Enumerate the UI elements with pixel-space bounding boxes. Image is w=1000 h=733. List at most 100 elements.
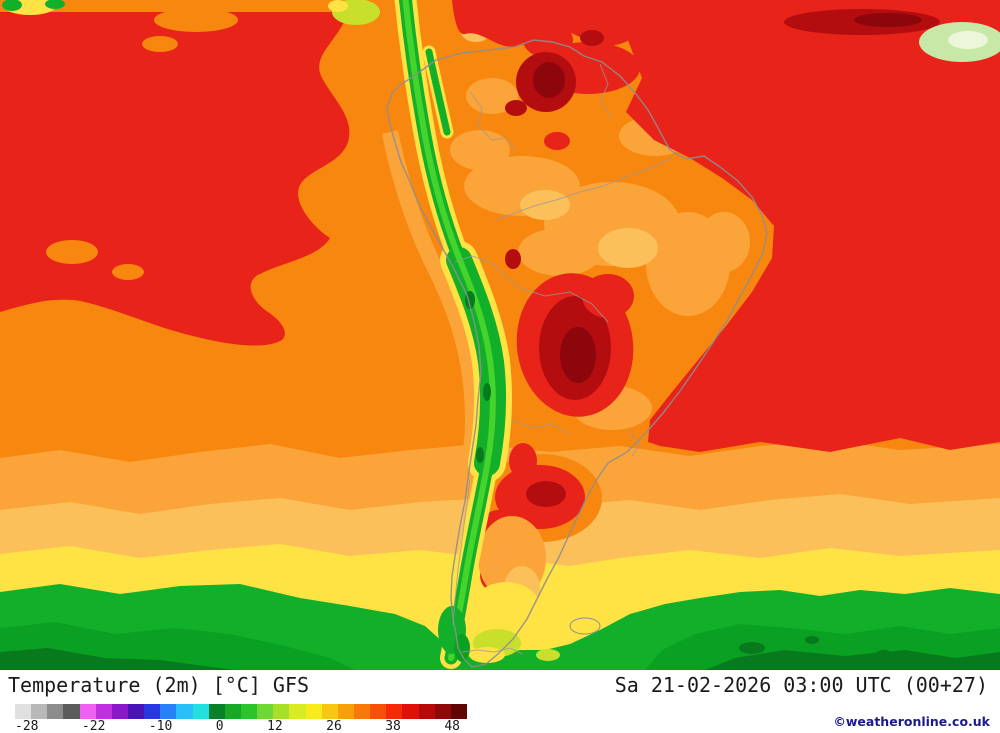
andes-bright-core — [402, 0, 496, 661]
cool-top-left-spot — [45, 0, 65, 9]
orange-hole — [112, 264, 144, 280]
hot-spot — [544, 132, 570, 150]
hot-spot — [505, 100, 527, 116]
red-spot — [509, 443, 537, 479]
colorbar-cell — [63, 704, 80, 719]
orange-hole — [154, 8, 238, 32]
andes-cold-strip — [394, 0, 513, 669]
cold-island-spot — [739, 642, 765, 654]
light-patch — [698, 212, 750, 272]
light-patch — [518, 228, 602, 276]
south-america-coastline — [386, 39, 768, 668]
colorbar-tick-label: -28 — [15, 719, 39, 733]
dark-green-corner — [0, 648, 235, 670]
chaco-north-extension — [582, 274, 634, 318]
colorbar-ticks: -28 -22 -10 0 12 26 38 48 — [15, 719, 460, 733]
colorbar-cell — [111, 704, 128, 719]
pale-patch — [520, 190, 570, 220]
country-border — [511, 419, 571, 435]
cold-patch-core — [948, 31, 988, 49]
country-border — [599, 63, 613, 119]
colorbar-cell — [79, 704, 96, 719]
chaco-darkest-core — [560, 327, 596, 383]
darkest-red-core — [854, 13, 922, 27]
warm-holes-and-top-details — [2, 0, 1000, 280]
colorbar-cell — [176, 704, 193, 719]
colorbar-cell — [353, 704, 371, 719]
colorbar-cell — [289, 704, 306, 719]
cold-island-spot — [805, 636, 819, 644]
colorbar-tick-label: 0 — [215, 719, 224, 733]
colorbar-cell — [144, 704, 161, 719]
colorbar-cell — [208, 704, 225, 719]
footer-bar: Temperature (2m) [°C] GFS Sa 21-02-2026 … — [0, 670, 1000, 733]
country-border — [452, 479, 471, 626]
atlantic-red-mass — [626, 0, 1000, 452]
temperature-map-svg — [0, 0, 1000, 670]
patagonia-patch — [470, 582, 542, 642]
colorbar-tick-label: -10 — [148, 719, 173, 733]
colorbar-cell — [337, 704, 354, 719]
colorbar-cell — [402, 704, 419, 719]
map-title: Temperature (2m) [°C] GFS — [8, 673, 310, 697]
light-patch — [466, 78, 518, 114]
colorbar-cell — [240, 704, 258, 719]
colorbar-cell — [434, 704, 451, 719]
colorbar-cell — [47, 704, 64, 719]
colorbar-cell — [224, 704, 241, 719]
country-border — [469, 91, 517, 151]
south-andes-blob — [454, 634, 470, 662]
colorbar-cell — [386, 704, 403, 719]
map-area — [0, 0, 1000, 670]
hot-red-regions — [0, 0, 1000, 590]
colorbar-cell — [418, 704, 435, 719]
amazon-river-line — [494, 157, 673, 221]
colombia-ridge-green — [425, 48, 451, 136]
colorbar-tick-label: 26 — [326, 719, 342, 733]
colorbar-tick-label: 12 — [267, 719, 283, 733]
colorbar-cell — [160, 704, 177, 719]
pale-patch — [598, 228, 658, 268]
northwest-red-mass — [0, 12, 350, 346]
falklands-mild-spot — [570, 618, 600, 634]
colorbar-tick-label: 48 — [444, 719, 460, 733]
country-border — [454, 255, 609, 323]
orange-hole — [46, 240, 98, 264]
dark-green-corner — [705, 650, 1000, 670]
mild-pocket — [536, 649, 560, 661]
colorbar-cell — [321, 704, 338, 719]
colorbar-cell — [305, 704, 322, 719]
cool-top-left-spot — [2, 0, 22, 11]
venezuela-hot-core — [533, 62, 565, 98]
colorbar-cells — [15, 704, 467, 719]
colorbar-cell — [127, 704, 145, 719]
patagonia-overlays — [470, 516, 600, 657]
orange-hole — [142, 36, 178, 52]
credit-link[interactable]: ©weatheronline.co.uk — [833, 714, 990, 729]
country-border — [627, 429, 641, 457]
colorbar-cell — [257, 704, 274, 719]
coastal-cool-strip — [382, 130, 481, 460]
map-timestamp: Sa 21-02-2026 03:00 UTC (00+27) — [614, 673, 988, 697]
colorbar-cell — [15, 704, 32, 719]
pampas-dark-core — [526, 481, 566, 507]
colorbar-tick-label: 38 — [385, 719, 401, 733]
highland-cool-spot — [328, 0, 348, 12]
hot-spot — [505, 249, 521, 269]
colorbar-cell — [95, 704, 112, 719]
andes-cold-core-spot — [483, 383, 491, 401]
colorbar-cell — [370, 704, 387, 719]
footer-title-row: Temperature (2m) [°C] GFS Sa 21-02-2026 … — [0, 670, 1000, 697]
colorbar-cell — [450, 704, 467, 719]
tierra-del-fuego-outline — [461, 647, 523, 655]
coastlines-and-borders — [386, 39, 768, 668]
colorbar-tick-label: -22 — [81, 719, 106, 733]
colorbar-cell — [192, 704, 209, 719]
cold-island-spot — [875, 650, 893, 660]
falklands-outline — [569, 617, 601, 635]
colorbar-cell — [273, 704, 290, 719]
venezuela-red-patch — [523, 22, 573, 58]
hot-spot — [580, 30, 604, 46]
andes-cold-core-spot — [476, 447, 484, 463]
